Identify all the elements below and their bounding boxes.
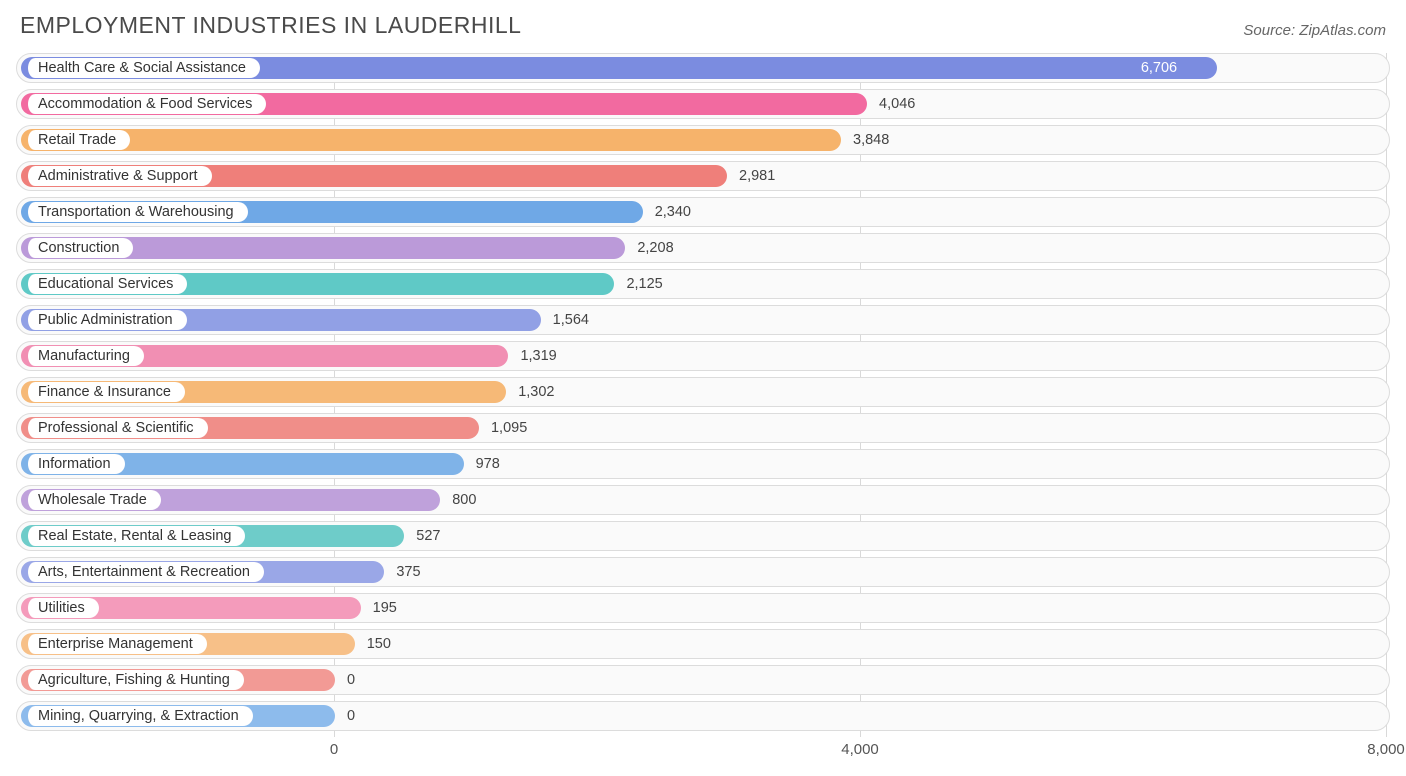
- bar-row: Public Administration 1,564: [16, 305, 1390, 335]
- value-label: 1,095: [491, 414, 527, 442]
- x-axis-tick: 4,000: [841, 741, 879, 758]
- value-label: 0: [347, 702, 355, 730]
- category-label: Manufacturing: [25, 346, 144, 366]
- value-label: 1,564: [553, 306, 589, 334]
- chart-source: Source: ZipAtlas.com: [1243, 22, 1386, 39]
- category-label: Professional & Scientific: [25, 418, 208, 438]
- category-label: Information: [25, 454, 125, 474]
- bar-row: Mining, Quarrying, & Extraction 0: [16, 701, 1390, 731]
- category-label: Enterprise Management: [25, 634, 207, 654]
- category-label: Construction: [25, 238, 133, 258]
- value-label: 2,340: [655, 198, 691, 226]
- value-label: 375: [396, 558, 420, 586]
- value-label: 195: [373, 594, 397, 622]
- category-label: Arts, Entertainment & Recreation: [25, 562, 264, 582]
- category-label: Finance & Insurance: [25, 382, 185, 402]
- chart-area: Health Care & Social Assistance 6,706 Acco…: [16, 53, 1390, 763]
- bar: [21, 129, 841, 151]
- chart-rows: Health Care & Social Assistance 6,706 Acco…: [16, 53, 1390, 731]
- bar-row: Real Estate, Rental & Leasing 527: [16, 521, 1390, 551]
- category-label: Agriculture, Fishing & Hunting: [25, 670, 244, 690]
- bar-row: Professional & Scientific 1,095: [16, 413, 1390, 443]
- value-label: 527: [416, 522, 440, 550]
- category-label: Utilities: [25, 598, 99, 618]
- source-label: Source:: [1243, 22, 1295, 39]
- value-label: 6,706: [1141, 54, 1177, 82]
- bar-row: Manufacturing 1,319: [16, 341, 1390, 371]
- value-label: 2,125: [626, 270, 662, 298]
- bar-row: Retail Trade 3,848: [16, 125, 1390, 155]
- value-label: 1,302: [518, 378, 554, 406]
- category-label: Real Estate, Rental & Leasing: [25, 526, 245, 546]
- category-label: Health Care & Social Assistance: [25, 58, 260, 78]
- bar-row: Information 978: [16, 449, 1390, 479]
- bar-row: Utilities 195: [16, 593, 1390, 623]
- value-label: 978: [476, 450, 500, 478]
- bar-row: Construction 2,208: [16, 233, 1390, 263]
- bar-row: Accommodation & Food Services 4,046: [16, 89, 1390, 119]
- bar-row: Finance & Insurance 1,302: [16, 377, 1390, 407]
- value-label: 3,848: [853, 126, 889, 154]
- bar-row: Enterprise Management 150: [16, 629, 1390, 659]
- bar-row: Administrative & Support 2,981: [16, 161, 1390, 191]
- value-label: 2,208: [637, 234, 673, 262]
- category-label: Accommodation & Food Services: [25, 94, 266, 114]
- category-label: Retail Trade: [25, 130, 130, 150]
- category-label: Administrative & Support: [25, 166, 212, 186]
- value-label: 150: [367, 630, 391, 658]
- bar-row: Transportation & Warehousing 2,340: [16, 197, 1390, 227]
- category-label: Transportation & Warehousing: [25, 202, 248, 222]
- category-label: Wholesale Trade: [25, 490, 161, 510]
- x-axis: 04,0008,000: [16, 737, 1390, 763]
- bar-row: Arts, Entertainment & Recreation 375: [16, 557, 1390, 587]
- chart-header: EMPLOYMENT INDUSTRIES IN LAUDERHILL Sour…: [16, 12, 1390, 39]
- category-label: Educational Services: [25, 274, 187, 294]
- source-name: ZipAtlas.com: [1299, 22, 1386, 39]
- category-label: Public Administration: [25, 310, 187, 330]
- x-axis-tick: 0: [330, 741, 338, 758]
- bar-row: Agriculture, Fishing & Hunting 0: [16, 665, 1390, 695]
- value-label: 800: [452, 486, 476, 514]
- bar-row: Wholesale Trade 800: [16, 485, 1390, 515]
- bar-row: Educational Services 2,125: [16, 269, 1390, 299]
- bar-row: Health Care & Social Assistance 6,706: [16, 53, 1390, 83]
- value-label: 1,319: [520, 342, 556, 370]
- x-axis-tick: 8,000: [1367, 741, 1405, 758]
- value-label: 4,046: [879, 90, 915, 118]
- category-label: Mining, Quarrying, & Extraction: [25, 706, 253, 726]
- value-label: 2,981: [739, 162, 775, 190]
- value-label: 0: [347, 666, 355, 694]
- chart-title: EMPLOYMENT INDUSTRIES IN LAUDERHILL: [20, 12, 521, 39]
